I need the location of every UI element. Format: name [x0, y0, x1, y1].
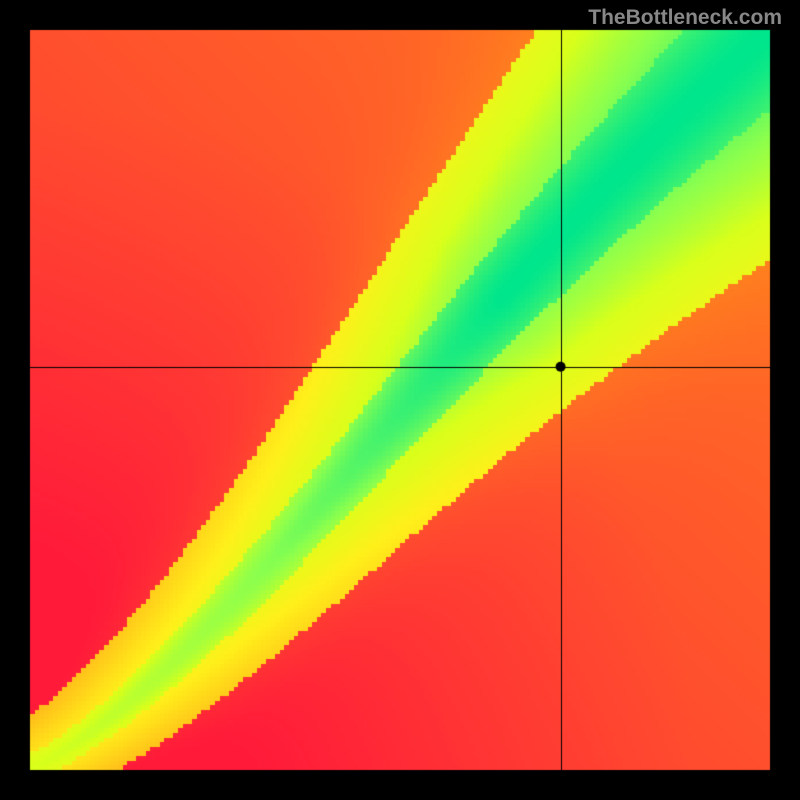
- bottleneck-heatmap: [0, 0, 800, 800]
- chart-container: TheBottleneck.com: [0, 0, 800, 800]
- watermark-text: TheBottleneck.com: [588, 6, 782, 30]
